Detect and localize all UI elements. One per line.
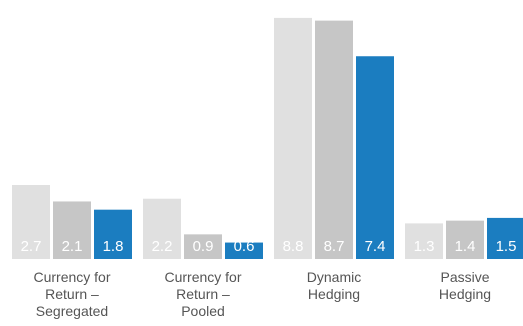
bar bbox=[225, 242, 263, 259]
bar-value-label: 1.8 bbox=[103, 238, 124, 255]
bar-value-label: 0.6 bbox=[234, 238, 255, 255]
bar bbox=[446, 220, 484, 259]
bar bbox=[53, 201, 91, 259]
category-label: Passive bbox=[440, 269, 489, 285]
bar bbox=[487, 217, 523, 259]
bar bbox=[94, 209, 132, 259]
bar-value-label: 1.3 bbox=[414, 238, 435, 255]
bar-value-label: 1.4 bbox=[455, 238, 476, 255]
category-label: Pooled bbox=[181, 303, 225, 319]
bar-value-label: 8.7 bbox=[324, 238, 345, 255]
bar-value-label: 2.7 bbox=[21, 238, 42, 255]
bar-value-label: 2.1 bbox=[62, 238, 83, 255]
bar bbox=[274, 17, 312, 259]
category-label: Hedging bbox=[439, 286, 491, 302]
bar-value-label: 8.8 bbox=[283, 238, 304, 255]
bar bbox=[12, 185, 50, 259]
category-label: Currency for bbox=[33, 269, 110, 285]
bar-value-label: 2.2 bbox=[152, 238, 173, 255]
bar bbox=[184, 234, 222, 259]
bar-value-label: 0.9 bbox=[193, 238, 214, 255]
category-label: Dynamic bbox=[307, 269, 361, 285]
category-label: Return – bbox=[176, 286, 230, 302]
category-label: Return – bbox=[45, 286, 99, 302]
bar bbox=[315, 20, 353, 260]
category-label: Hedging bbox=[308, 286, 360, 302]
bar-value-label: 1.5 bbox=[496, 238, 517, 255]
bar bbox=[356, 56, 394, 259]
bar bbox=[143, 198, 181, 259]
bar bbox=[405, 223, 443, 259]
bar-value-label: 7.4 bbox=[365, 238, 386, 255]
category-label: Segregated bbox=[36, 303, 108, 319]
category-label: Currency for bbox=[164, 269, 241, 285]
